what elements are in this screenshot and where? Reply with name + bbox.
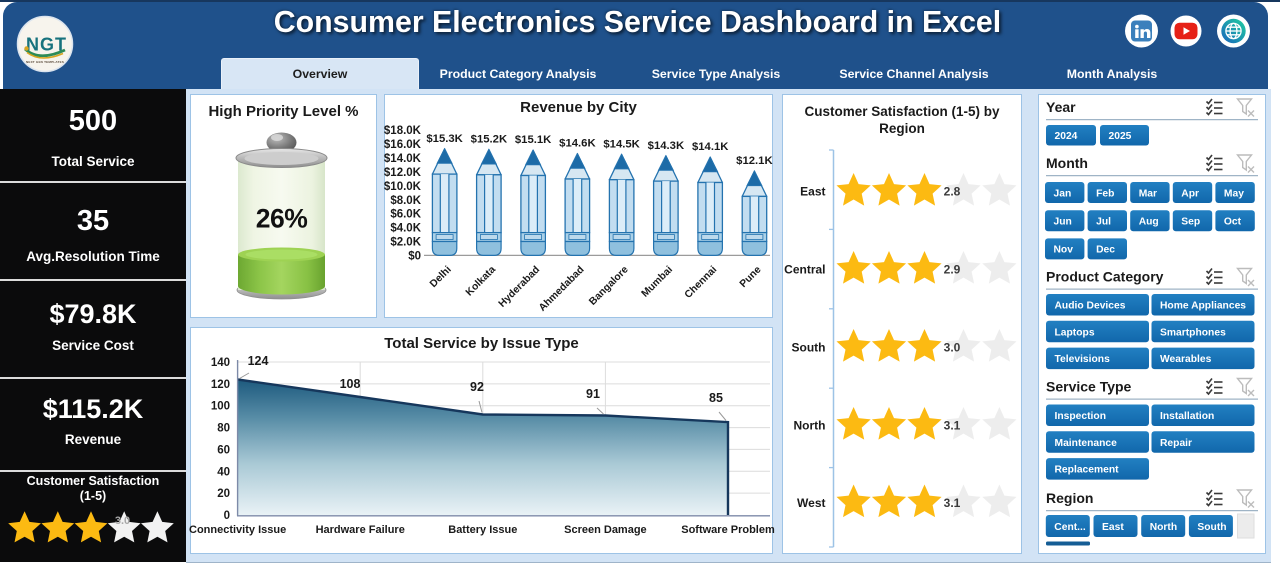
svg-text:Kolkata: Kolkata [464,264,498,298]
svg-text:Audio Devices: Audio Devices [1055,301,1126,312]
svg-text:Laptops: Laptops [1055,327,1095,338]
svg-text:Service Type: Service Type [1046,379,1132,395]
svg-text:$18.0K: $18.0K [384,125,422,137]
svg-text:Year: Year [1046,99,1076,115]
svg-text:Smartphones: Smartphones [1160,327,1226,338]
svg-text:Pune: Pune [738,264,764,290]
svg-text:Bangalore: Bangalore [587,264,631,308]
svg-text:Inspection: Inspection [1055,411,1107,422]
svg-text:Connectivity Issue: Connectivity Issue [189,524,286,536]
svg-text:85: 85 [709,391,723,405]
svg-text:2.9: 2.9 [944,263,961,277]
svg-text:3.1: 3.1 [944,419,961,433]
svg-text:South: South [792,341,826,355]
svg-text:North: North [794,419,826,433]
svg-text:Jul: Jul [1096,217,1111,228]
svg-text:$10.0K: $10.0K [384,181,422,193]
svg-text:20: 20 [217,488,230,500]
svg-text:$6.0K: $6.0K [390,209,421,221]
svg-text:Delhi: Delhi [428,264,454,290]
svg-text:$14.0K: $14.0K [384,153,422,165]
svg-text:Home Appliances: Home Appliances [1160,301,1246,312]
svg-text:Ahmedabad: Ahmedabad [537,264,586,313]
svg-text:$16.0K: $16.0K [384,139,422,151]
svg-text:$14.3K: $14.3K [648,140,685,152]
svg-text:80: 80 [217,423,230,435]
svg-text:East: East [1102,522,1124,533]
svg-text:East: East [800,185,825,199]
svg-text:2024: 2024 [1055,131,1078,142]
svg-text:$15.1K: $15.1K [515,134,552,146]
svg-text:3.0: 3.0 [115,515,130,527]
svg-text:$14.6K: $14.6K [559,138,596,150]
svg-text:Chennai: Chennai [683,264,720,301]
svg-text:Region: Region [1046,490,1093,506]
svg-text:Mar: Mar [1139,188,1157,199]
svg-text:$14.5K: $14.5K [603,138,640,150]
svg-text:40: 40 [217,466,230,478]
svg-text:124: 124 [248,354,269,368]
svg-text:120: 120 [211,379,230,391]
svg-text:$15.2K: $15.2K [471,134,508,146]
svg-text:2025: 2025 [1109,131,1132,142]
svg-text:Product Category: Product Category [1046,269,1164,285]
svg-text:91: 91 [586,387,600,401]
svg-text:$8.0K: $8.0K [390,195,421,207]
svg-text:Month: Month [1046,155,1088,171]
svg-text:West: West [797,496,825,510]
svg-text:Replacement: Replacement [1055,465,1120,476]
svg-text:May: May [1224,188,1244,199]
svg-text:NGT: NGT [26,35,67,55]
svg-text:South: South [1197,522,1226,533]
svg-text:$12.1K: $12.1K [736,155,773,167]
svg-text:Televisions: Televisions [1055,354,1111,365]
svg-text:$4.0K: $4.0K [390,223,421,235]
svg-text:Wearables: Wearables [1160,354,1212,365]
svg-text:2.8: 2.8 [944,185,961,199]
svg-text:60: 60 [217,444,230,456]
svg-text:Nov: Nov [1054,245,1074,256]
svg-text:Feb: Feb [1096,188,1114,199]
svg-text:Screen Damage: Screen Damage [564,524,647,536]
svg-text:$14.1K: $14.1K [692,141,729,153]
svg-text:North: North [1150,522,1177,533]
svg-text:$12.0K: $12.0K [384,167,422,179]
svg-text:$2.0K: $2.0K [390,237,421,249]
svg-text:Hardware Failure: Hardware Failure [316,524,405,536]
svg-text:$0: $0 [408,251,421,263]
svg-text:92: 92 [470,380,484,394]
svg-text:NEXT GEN TEMPLATES: NEXT GEN TEMPLATES [26,60,64,64]
svg-text:Battery Issue: Battery Issue [448,524,517,536]
svg-text:Cent...: Cent... [1054,522,1086,533]
svg-text:Installation: Installation [1160,411,1214,422]
svg-text:100: 100 [211,401,230,413]
svg-text:108: 108 [340,377,361,391]
svg-text:Software Problem: Software Problem [681,524,775,536]
svg-text:26%: 26% [256,204,308,234]
svg-text:Dec: Dec [1096,245,1115,256]
svg-text:Repair: Repair [1160,438,1192,449]
svg-text:0: 0 [224,510,230,522]
svg-text:$15.3K: $15.3K [426,133,463,145]
svg-text:Jan: Jan [1054,188,1072,199]
svg-text:Aug: Aug [1139,217,1159,228]
svg-text:Mumbai: Mumbai [640,264,675,299]
svg-text:3.0: 3.0 [944,341,961,355]
svg-text:Hyderabad: Hyderabad [497,264,542,309]
svg-text:Central: Central [784,263,825,277]
svg-text:Maintenance: Maintenance [1055,438,1118,449]
svg-text:Jun: Jun [1054,217,1072,228]
svg-text:Oct: Oct [1224,217,1242,228]
svg-text:Sep: Sep [1181,217,1200,228]
svg-text:3.1: 3.1 [944,496,961,510]
svg-text:140: 140 [211,357,230,369]
svg-text:Apr: Apr [1181,188,1199,199]
